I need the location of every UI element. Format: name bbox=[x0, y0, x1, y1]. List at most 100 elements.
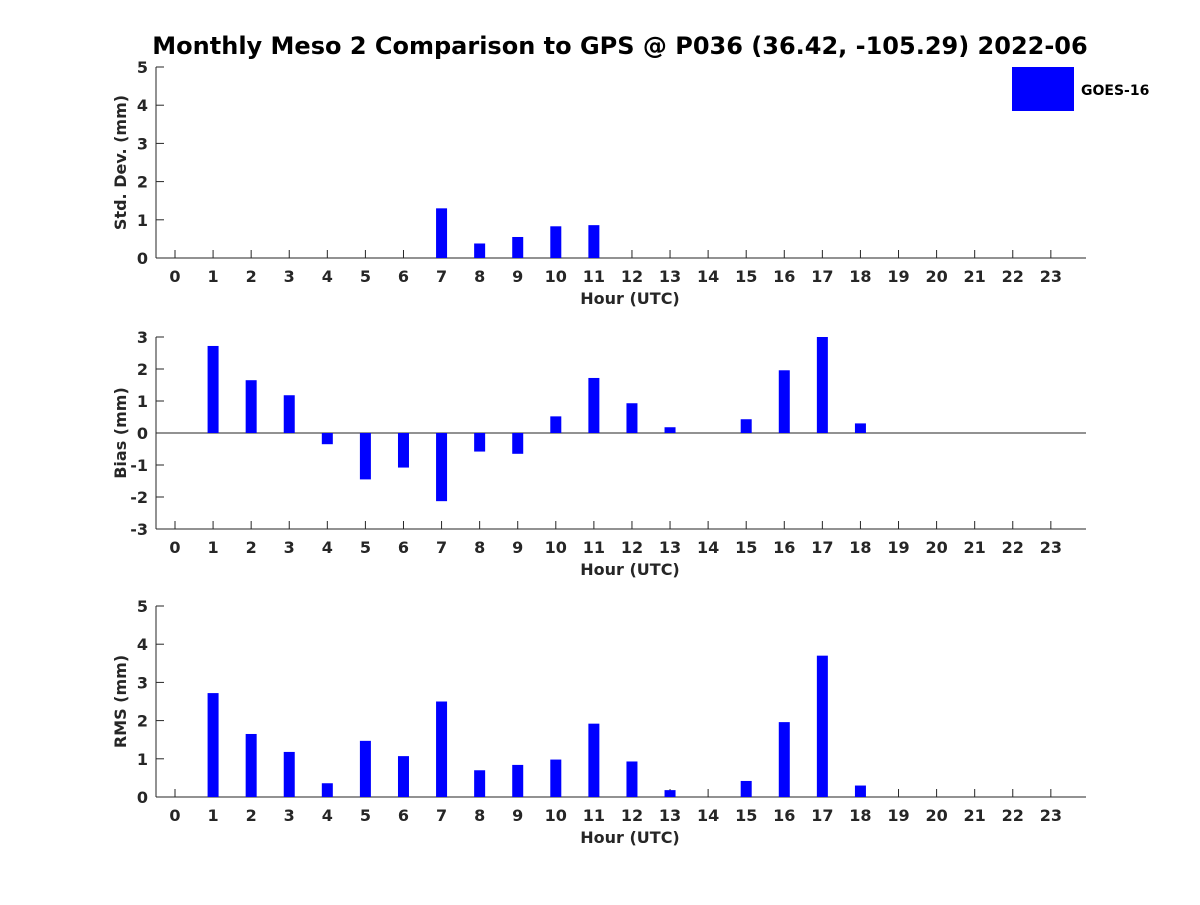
rms-bar bbox=[359, 740, 371, 797]
bias-x-tick-label: 19 bbox=[887, 538, 909, 557]
rms-bar bbox=[664, 790, 676, 797]
rms-bar bbox=[512, 764, 524, 797]
bias-y-tick-label: 3 bbox=[137, 328, 148, 347]
std-dev-y-tick-label: 0 bbox=[137, 249, 148, 268]
std-dev-x-tick-label: 17 bbox=[811, 267, 833, 286]
std-dev-bar bbox=[512, 236, 524, 258]
bias-bar bbox=[854, 423, 866, 433]
std-dev-x-tick-label: 21 bbox=[964, 267, 986, 286]
bias-bar bbox=[207, 345, 219, 433]
rms-x-tick-label: 6 bbox=[398, 806, 409, 825]
bias-bar bbox=[550, 416, 562, 433]
std-dev-x-tick-label: 6 bbox=[398, 267, 409, 286]
std-dev-x-tick-label: 4 bbox=[322, 267, 333, 286]
std-dev-x-tick-label: 0 bbox=[169, 267, 180, 286]
std-dev-x-tick-label: 14 bbox=[697, 267, 719, 286]
rms-x-tick-label: 15 bbox=[735, 806, 757, 825]
rms-x-tick-label: 21 bbox=[964, 806, 986, 825]
bias-y-tick-label: -2 bbox=[130, 488, 148, 507]
rms-x-tick-label: 2 bbox=[246, 806, 257, 825]
rms-x-tick-label: 0 bbox=[169, 806, 180, 825]
rms-y-tick-label: 1 bbox=[137, 750, 148, 769]
bias-x-axis-label: Hour (UTC) bbox=[580, 560, 680, 579]
rms-x-tick-label: 8 bbox=[474, 806, 485, 825]
rms-bar bbox=[474, 770, 486, 797]
std-dev-x-tick-label: 1 bbox=[208, 267, 219, 286]
bias-x-tick-label: 0 bbox=[169, 538, 180, 557]
bias-bar bbox=[588, 377, 600, 433]
rms-x-tick-label: 14 bbox=[697, 806, 719, 825]
rms-bar bbox=[740, 780, 752, 797]
std-dev-y-tick-label: 3 bbox=[137, 134, 148, 153]
rms-bar bbox=[550, 759, 562, 797]
bias-x-tick-label: 10 bbox=[545, 538, 567, 557]
legend: GOES-16 bbox=[1012, 67, 1149, 111]
std-dev-y-tick-label: 5 bbox=[137, 58, 148, 77]
rms-bar bbox=[207, 693, 219, 797]
bias-bar bbox=[283, 395, 295, 433]
std-dev-bar bbox=[436, 208, 448, 258]
std-dev-x-tick-label: 23 bbox=[1040, 267, 1062, 286]
bias-y-tick-label: 0 bbox=[137, 424, 148, 443]
std-dev-x-axis-label: Hour (UTC) bbox=[580, 289, 680, 308]
rms-x-tick-label: 22 bbox=[1002, 806, 1024, 825]
legend-label: GOES-16 bbox=[1081, 83, 1149, 99]
bias-x-tick-label: 9 bbox=[512, 538, 523, 557]
std-dev-x-tick-label: 11 bbox=[583, 267, 605, 286]
bias-x-tick-label: 11 bbox=[583, 538, 605, 557]
rms-bar bbox=[778, 722, 790, 797]
bias-x-tick-label: 3 bbox=[284, 538, 295, 557]
bias-y-tick-label: 2 bbox=[137, 360, 148, 379]
std-dev-x-tick-label: 20 bbox=[925, 267, 947, 286]
std-dev-x-tick-label: 19 bbox=[887, 267, 909, 286]
bias-bar bbox=[436, 433, 448, 502]
legend-swatch bbox=[1012, 67, 1074, 111]
rms-bar bbox=[816, 655, 828, 797]
bias-x-tick-label: 23 bbox=[1040, 538, 1062, 557]
bias-x-tick-label: 1 bbox=[208, 538, 219, 557]
rms-bar bbox=[588, 723, 600, 797]
bias-x-tick-label: 7 bbox=[436, 538, 447, 557]
rms-x-tick-label: 11 bbox=[583, 806, 605, 825]
bias-x-tick-label: 21 bbox=[964, 538, 986, 557]
std-dev-x-tick-label: 18 bbox=[849, 267, 871, 286]
rms-y-tick-label: 5 bbox=[137, 597, 148, 616]
rms-y-axis-label: RMS (mm) bbox=[111, 655, 130, 748]
bias-x-tick-label: 18 bbox=[849, 538, 871, 557]
std-dev-bar bbox=[550, 226, 562, 258]
rms-bar bbox=[626, 761, 638, 797]
rms-bar bbox=[854, 785, 866, 797]
bias-bar bbox=[397, 433, 409, 468]
bias-x-tick-label: 5 bbox=[360, 538, 371, 557]
std-dev-y-tick-label: 1 bbox=[137, 211, 148, 230]
bias-x-tick-label: 12 bbox=[621, 538, 643, 557]
rms-x-tick-label: 5 bbox=[360, 806, 371, 825]
bias-bar bbox=[359, 433, 371, 480]
std-dev-x-tick-label: 12 bbox=[621, 267, 643, 286]
figure-title: Monthly Meso 2 Comparison to GPS @ P036 … bbox=[152, 32, 1087, 60]
rms-y-tick-label: 0 bbox=[137, 788, 148, 807]
rms-bar bbox=[436, 701, 448, 797]
rms-x-axis-label: Hour (UTC) bbox=[580, 828, 680, 847]
bias-x-tick-label: 17 bbox=[811, 538, 833, 557]
bias-bar bbox=[321, 433, 333, 445]
rms-x-tick-label: 9 bbox=[512, 806, 523, 825]
rms-y-tick-label: 3 bbox=[137, 673, 148, 692]
rms-x-tick-label: 1 bbox=[208, 806, 219, 825]
rms-x-tick-label: 7 bbox=[436, 806, 447, 825]
rms-x-tick-label: 17 bbox=[811, 806, 833, 825]
bias-bar bbox=[474, 433, 486, 452]
bias-y-tick-label: -3 bbox=[130, 520, 148, 539]
bias-x-tick-label: 6 bbox=[398, 538, 409, 557]
bias-bar bbox=[664, 427, 676, 433]
rms-x-tick-label: 16 bbox=[773, 806, 795, 825]
rms-x-tick-label: 23 bbox=[1040, 806, 1062, 825]
std-dev-y-axis-label: Std. Dev. (mm) bbox=[111, 95, 130, 230]
std-dev-x-tick-label: 5 bbox=[360, 267, 371, 286]
std-dev-x-tick-label: 3 bbox=[284, 267, 295, 286]
bias-bar bbox=[778, 370, 790, 433]
bias-x-tick-label: 16 bbox=[773, 538, 795, 557]
